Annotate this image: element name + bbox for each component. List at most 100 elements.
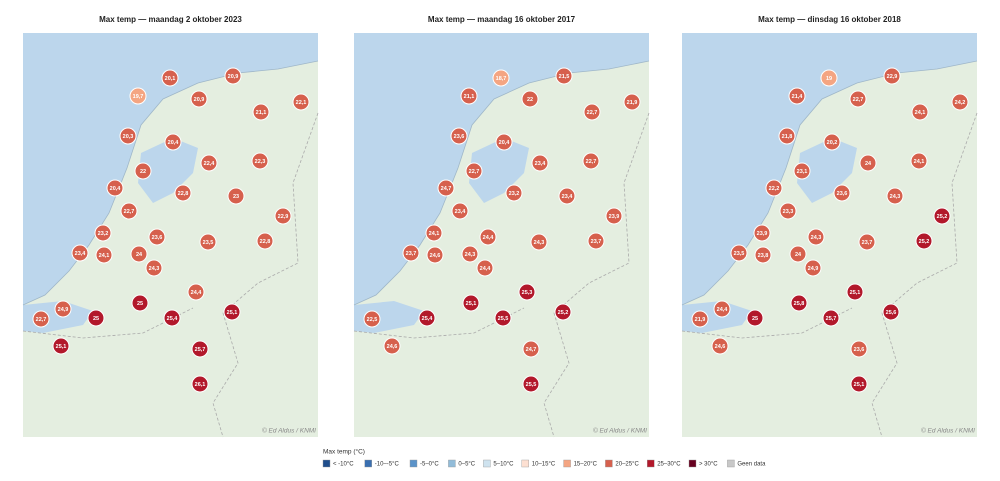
border — [871, 112, 978, 438]
station-value: 20,2 — [827, 140, 838, 146]
station-value: 24,7 — [441, 186, 452, 192]
station-value: 20,4 — [168, 140, 180, 146]
station-marker — [558, 187, 576, 205]
station-marker — [554, 303, 572, 321]
station-marker — [746, 309, 764, 327]
station-value: 24 — [136, 252, 143, 258]
station-value: 24,3 — [890, 194, 901, 200]
station-marker — [95, 246, 113, 264]
station-marker — [161, 69, 179, 87]
station-marker — [833, 184, 851, 202]
station-value: 25,5 — [526, 382, 537, 388]
station-marker — [850, 375, 868, 393]
station-marker — [858, 233, 876, 251]
station-value: 20,1 — [165, 76, 176, 82]
border — [212, 112, 319, 438]
station-value: 25,8 — [794, 301, 805, 307]
station-marker — [820, 69, 838, 87]
station-value: 25 — [752, 316, 758, 322]
station-marker — [106, 179, 124, 197]
station-marker — [822, 309, 840, 327]
station-marker — [779, 202, 797, 220]
station-marker — [134, 162, 152, 180]
station-value: 22,7 — [469, 169, 480, 175]
station-value: 22 — [527, 97, 533, 103]
station-value: 24,4 — [717, 307, 729, 313]
legend-label: 20–25°C — [615, 462, 639, 468]
station-marker — [492, 69, 510, 87]
station-value: 25,3 — [522, 290, 533, 296]
station-value: 20,4 — [499, 140, 511, 146]
map-title: Max temp — maandag 16 oktober 2017 — [428, 15, 576, 24]
station-value: 24 — [865, 161, 872, 167]
station-marker — [765, 179, 783, 197]
legend-swatch — [521, 459, 529, 468]
station-value: 25,5 — [498, 316, 509, 322]
station-value: 22 — [140, 169, 146, 175]
station-value: 24,4 — [483, 235, 495, 241]
station-value: 21,9 — [695, 317, 706, 323]
station-marker — [476, 259, 494, 277]
station-marker — [148, 228, 166, 246]
station-marker — [119, 127, 137, 145]
station-value: 19 — [826, 76, 832, 82]
station-marker — [71, 244, 89, 262]
station-value: 21,5 — [559, 74, 570, 80]
station-value: 23,4 — [535, 161, 547, 167]
station-marker — [521, 90, 539, 108]
station-marker — [130, 245, 148, 263]
legend-swatch — [322, 459, 331, 468]
station-value: 20,9 — [228, 74, 239, 80]
legend-swatch — [647, 459, 655, 468]
map-title: Max temp — dinsdag 16 oktober 2018 — [758, 15, 901, 24]
station-value: 23,9 — [609, 214, 620, 220]
border — [353, 307, 525, 339]
station-value: 23,7 — [591, 239, 602, 245]
station-value: 25,2 — [558, 310, 569, 316]
station-value: 22,7 — [586, 159, 597, 165]
station-marker — [882, 303, 900, 321]
station-value: 24,4 — [480, 266, 492, 272]
border — [681, 307, 853, 339]
station-value: 25,1 — [56, 344, 67, 350]
station-marker — [174, 184, 192, 202]
station-value: 23,4 — [75, 251, 87, 257]
station-marker — [691, 310, 709, 328]
map-title: Max temp — maandag 2 oktober 2023 — [99, 15, 242, 24]
coastline — [681, 60, 978, 306]
station-marker — [274, 207, 292, 225]
station-marker — [460, 87, 478, 105]
station-value: 24,6 — [715, 344, 726, 350]
station-value: 21,1 — [464, 94, 475, 100]
station-marker — [190, 90, 208, 108]
station-marker — [191, 340, 209, 358]
station-marker — [753, 224, 771, 242]
station-marker — [530, 233, 548, 251]
station-value: 18,7 — [496, 76, 507, 82]
station-marker — [790, 294, 808, 312]
station-marker — [505, 184, 523, 202]
station-value: 22,2 — [769, 186, 780, 192]
sea — [682, 33, 977, 305]
station-marker — [911, 103, 929, 121]
station-marker — [605, 207, 623, 225]
station-marker — [793, 162, 811, 180]
station-value: 24,6 — [387, 344, 398, 350]
station-marker — [292, 93, 310, 111]
station-value: 24,1 — [99, 253, 110, 259]
station-value: 24,4 — [191, 290, 203, 296]
station-value: 24,3 — [149, 266, 160, 272]
station-marker — [450, 127, 468, 145]
station-marker — [451, 202, 469, 220]
station-marker — [886, 187, 904, 205]
station-marker — [32, 310, 50, 328]
station-marker — [807, 228, 825, 246]
legend-swatch — [409, 459, 418, 468]
station-marker — [804, 259, 822, 277]
station-value: 25,4 — [422, 316, 434, 322]
station-value: 23,5 — [734, 251, 745, 257]
station-value: 25,1 — [227, 310, 238, 316]
station-marker — [131, 294, 149, 312]
station-marker — [120, 202, 138, 220]
